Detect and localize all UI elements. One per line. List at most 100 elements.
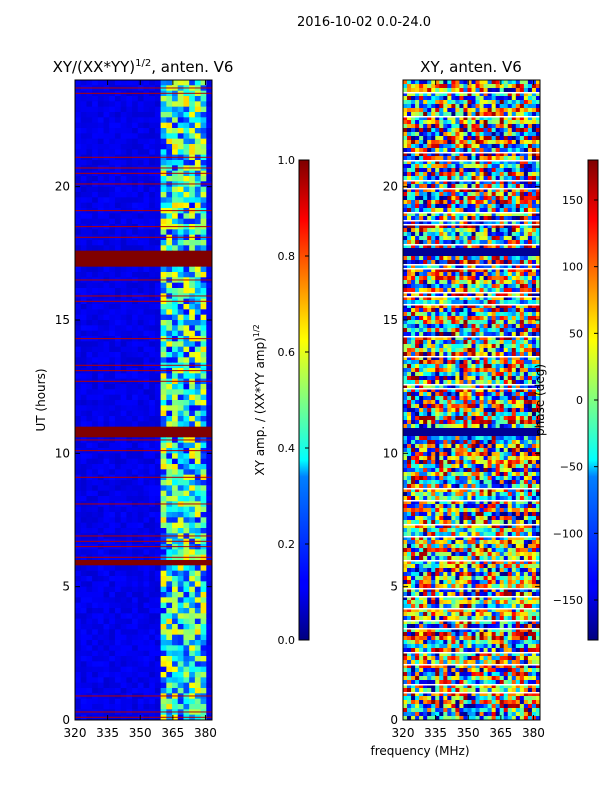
phase-heatmap-cell	[479, 252, 485, 257]
amplitude-heatmap-cell	[160, 128, 167, 134]
amplitude-heatmap-cell	[132, 245, 139, 252]
amplitude-heatmap-cell	[75, 186, 82, 193]
amplitude-heatmap-cell	[120, 186, 127, 193]
amplitude-heatmap-cell	[189, 106, 196, 113]
phase-heatmap-cell	[459, 192, 465, 197]
phase-heatmap-cell	[467, 216, 473, 221]
phase-heatmap-cell	[407, 156, 412, 161]
phase-heatmap-cell	[527, 252, 533, 257]
phase-heatmap-cell	[415, 192, 420, 197]
amplitude-heatmap-cell	[137, 373, 145, 380]
colorbar-tick-label: 0.8	[278, 250, 296, 263]
amplitude-heatmap-cell	[160, 304, 167, 310]
amplitude-heatmap-cell	[120, 352, 127, 358]
phase-heatmap-cell	[423, 172, 428, 177]
phase-heatmap-cell	[487, 208, 493, 213]
phase-heatmap-cell	[455, 188, 461, 193]
phase-heatmap-cell	[507, 156, 513, 161]
amplitude-heatmap-cell	[154, 240, 162, 246]
phase-heatmap-cell	[527, 268, 533, 273]
phase-heatmap-cell	[511, 188, 517, 193]
phase-heatmap-cell	[403, 200, 408, 205]
amplitude-heatmap-cell	[194, 240, 202, 246]
phase-heatmap-cell	[455, 148, 461, 153]
phase-heatmap-cell	[431, 300, 436, 305]
phase-heatmap-cell	[475, 236, 481, 241]
amplitude-heatmap-cell	[114, 266, 122, 273]
amplitude-heatmap-cell	[189, 160, 196, 166]
phase-heatmap-cell	[411, 124, 416, 129]
phase-heatmap-cell	[479, 260, 485, 265]
amplitude-heatmap-cell	[189, 576, 196, 582]
phase-heatmap-cell	[455, 104, 461, 109]
phase-heatmap-cell	[519, 312, 525, 317]
phase-heatmap-cell	[499, 120, 505, 125]
amplitude-heatmap-cell	[109, 101, 116, 108]
phase-heatmap-cell	[403, 292, 408, 297]
phase-heatmap-cell	[427, 284, 432, 289]
phase-heatmap-cell	[535, 120, 540, 125]
phase-heatmap-cell	[451, 200, 456, 205]
amplitude-rfi-line	[75, 210, 212, 212]
phase-heatmap-cell	[499, 152, 505, 157]
amplitude-rfi-line	[75, 279, 212, 281]
amplitude-heatmap-cell	[126, 250, 133, 257]
phase-heatmap-cell	[503, 180, 509, 185]
amplitude-heatmap-cell	[132, 645, 139, 652]
amplitude-heatmap-cell	[132, 634, 139, 641]
amplitude-heatmap-cell	[154, 682, 162, 689]
amplitude-heatmap-cell	[200, 122, 207, 129]
amplitude-heatmap-cell	[80, 357, 88, 364]
phase-heatmap-cell	[431, 316, 436, 321]
phase-heatmap-cell	[443, 116, 448, 121]
phase-heatmap-cell	[483, 216, 489, 221]
amplitude-heatmap-cell	[75, 592, 82, 598]
phase-heatmap-cell	[487, 172, 493, 177]
amplitude-heatmap-cell	[194, 314, 202, 321]
phase-heatmap-cell	[511, 284, 517, 289]
amplitude-heatmap-cell	[137, 688, 145, 694]
phase-heatmap-cell	[451, 212, 456, 217]
amplitude-heatmap-cell	[183, 410, 190, 417]
phase-heatmap-cell	[471, 100, 477, 105]
amplitude-heatmap-cell	[194, 640, 202, 646]
phase-heatmap-cell	[491, 148, 497, 153]
phase-heatmap-cell	[531, 168, 537, 173]
amplitude-heatmap-cell	[80, 682, 88, 689]
amplitude-heatmap-cell	[120, 389, 127, 396]
amplitude-heatmap-cell	[143, 688, 150, 694]
phase-heatmap-cell	[519, 148, 525, 153]
phase-heatmap-cell	[415, 312, 420, 317]
phase-heatmap-cell	[471, 284, 477, 289]
amplitude-heatmap-cell	[103, 432, 110, 438]
amplitude-heatmap-cell	[137, 426, 145, 433]
phase-heatmap-cell	[471, 172, 477, 177]
amplitude-heatmap-cell	[172, 176, 179, 182]
amplitude-heatmap-cell	[86, 629, 93, 636]
phase-heatmap-cell	[423, 140, 428, 145]
phase-heatmap-cell	[455, 108, 461, 113]
phase-heatmap-cell	[519, 124, 525, 129]
phase-heatmap-cell	[515, 292, 521, 297]
amplitude-heatmap-cell	[103, 101, 110, 108]
amplitude-heatmap-cell	[154, 565, 162, 572]
phase-heatmap-cell	[431, 212, 436, 217]
amplitude-heatmap-cell	[92, 384, 99, 390]
amplitude-heatmap-cell	[92, 112, 99, 118]
phase-heatmap-cell	[463, 308, 469, 313]
amplitude-heatmap-cell	[172, 330, 179, 337]
amplitude-heatmap-cell	[126, 192, 133, 198]
phase-heatmap-cell	[495, 220, 501, 225]
amplitude-heatmap-cell	[149, 506, 156, 513]
phase-heatmap-cell	[423, 120, 428, 125]
phase-heatmap-cell	[483, 208, 489, 213]
phase-heatmap-cell	[503, 116, 509, 121]
phase-heatmap-cell	[455, 136, 461, 141]
phase-heatmap-cell	[411, 308, 416, 313]
amplitude-heatmap-cell	[183, 581, 190, 588]
amplitude-heatmap-cell	[172, 672, 179, 678]
phase-heatmap-cell	[419, 180, 424, 185]
amplitude-heatmap-cell	[200, 394, 207, 401]
phase-heatmap-cell	[479, 304, 485, 309]
amplitude-heatmap-cell	[166, 618, 173, 625]
